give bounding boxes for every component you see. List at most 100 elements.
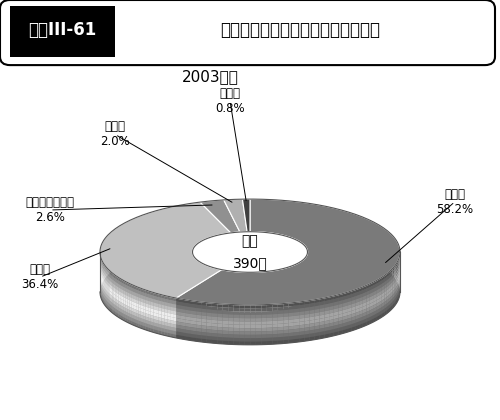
- Polygon shape: [167, 303, 170, 307]
- Polygon shape: [314, 299, 320, 303]
- Polygon shape: [384, 274, 386, 279]
- Polygon shape: [384, 287, 386, 292]
- Polygon shape: [382, 279, 384, 284]
- Polygon shape: [111, 282, 112, 286]
- Polygon shape: [176, 325, 181, 329]
- Polygon shape: [202, 339, 206, 343]
- Polygon shape: [267, 338, 272, 341]
- Polygon shape: [176, 328, 181, 332]
- Polygon shape: [366, 307, 370, 312]
- Polygon shape: [162, 318, 164, 322]
- Polygon shape: [391, 305, 392, 310]
- Polygon shape: [398, 272, 399, 277]
- Polygon shape: [222, 334, 228, 338]
- Polygon shape: [244, 322, 250, 325]
- Polygon shape: [329, 309, 334, 314]
- Polygon shape: [373, 287, 376, 292]
- Polygon shape: [114, 297, 116, 302]
- Polygon shape: [196, 331, 202, 335]
- Polygon shape: [347, 328, 351, 332]
- Polygon shape: [294, 312, 299, 316]
- Polygon shape: [112, 280, 114, 284]
- Polygon shape: [118, 297, 120, 302]
- Polygon shape: [389, 303, 391, 309]
- Polygon shape: [124, 294, 126, 298]
- Polygon shape: [111, 295, 112, 299]
- Polygon shape: [202, 312, 206, 316]
- Polygon shape: [355, 288, 359, 293]
- Polygon shape: [146, 313, 148, 318]
- Polygon shape: [394, 268, 396, 273]
- Polygon shape: [278, 327, 283, 331]
- Polygon shape: [370, 315, 373, 320]
- Polygon shape: [272, 327, 278, 331]
- Polygon shape: [397, 284, 398, 289]
- Polygon shape: [120, 295, 122, 299]
- Polygon shape: [244, 338, 250, 341]
- Polygon shape: [118, 301, 120, 305]
- Polygon shape: [376, 315, 379, 320]
- Polygon shape: [176, 331, 181, 336]
- Polygon shape: [126, 312, 128, 316]
- Polygon shape: [394, 301, 396, 306]
- Polygon shape: [397, 287, 398, 293]
- Polygon shape: [134, 289, 136, 293]
- Polygon shape: [159, 314, 162, 318]
- Polygon shape: [376, 279, 379, 284]
- Polygon shape: [176, 304, 181, 309]
- Polygon shape: [120, 285, 122, 289]
- Polygon shape: [343, 329, 347, 333]
- Polygon shape: [106, 274, 108, 278]
- Polygon shape: [376, 302, 379, 307]
- Polygon shape: [114, 284, 116, 289]
- Polygon shape: [130, 290, 132, 294]
- Polygon shape: [106, 270, 108, 275]
- Polygon shape: [363, 305, 366, 310]
- Polygon shape: [244, 315, 250, 318]
- Polygon shape: [329, 312, 334, 317]
- Polygon shape: [304, 334, 310, 338]
- Polygon shape: [156, 320, 159, 324]
- Polygon shape: [278, 340, 283, 344]
- Polygon shape: [347, 314, 351, 319]
- Polygon shape: [104, 285, 106, 289]
- Polygon shape: [212, 340, 218, 344]
- Polygon shape: [334, 331, 338, 336]
- Polygon shape: [329, 299, 334, 304]
- Polygon shape: [117, 280, 118, 284]
- Polygon shape: [244, 331, 250, 335]
- Polygon shape: [162, 315, 164, 319]
- Polygon shape: [218, 327, 222, 331]
- Polygon shape: [122, 283, 124, 287]
- Polygon shape: [324, 323, 329, 328]
- Polygon shape: [159, 304, 162, 308]
- Polygon shape: [126, 315, 128, 319]
- Polygon shape: [359, 313, 363, 318]
- Polygon shape: [228, 308, 234, 311]
- Polygon shape: [244, 325, 250, 328]
- Polygon shape: [376, 299, 379, 304]
- Polygon shape: [128, 289, 130, 294]
- Polygon shape: [363, 322, 366, 327]
- Polygon shape: [181, 299, 186, 303]
- Polygon shape: [167, 299, 170, 303]
- Polygon shape: [389, 297, 391, 302]
- Polygon shape: [108, 303, 110, 307]
- Polygon shape: [394, 288, 396, 293]
- Polygon shape: [320, 328, 324, 332]
- Polygon shape: [167, 306, 170, 310]
- Polygon shape: [170, 297, 173, 301]
- Polygon shape: [397, 264, 398, 269]
- Polygon shape: [394, 298, 396, 303]
- Polygon shape: [128, 286, 130, 290]
- Polygon shape: [104, 268, 106, 273]
- Polygon shape: [329, 306, 334, 310]
- Polygon shape: [132, 304, 134, 309]
- Polygon shape: [228, 334, 234, 338]
- Polygon shape: [159, 331, 162, 335]
- Polygon shape: [272, 304, 278, 308]
- Polygon shape: [154, 329, 156, 333]
- Polygon shape: [222, 327, 228, 331]
- Polygon shape: [104, 281, 106, 286]
- Polygon shape: [118, 291, 120, 295]
